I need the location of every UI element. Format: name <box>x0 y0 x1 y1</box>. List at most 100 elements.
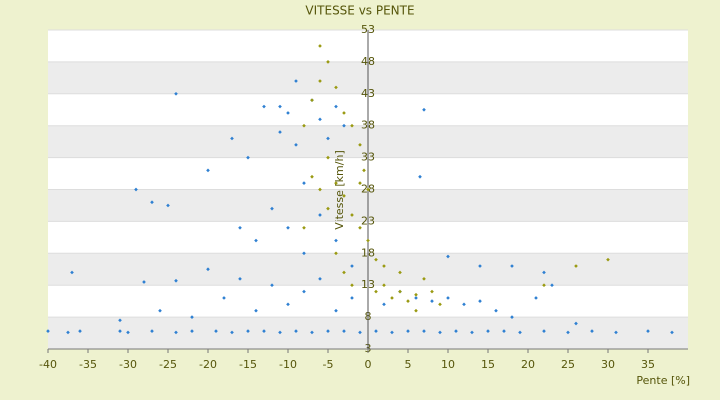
point <box>390 296 394 300</box>
point <box>382 283 386 288</box>
x-tick-label: 15 <box>481 358 495 371</box>
point <box>302 225 306 230</box>
x-tick-label: -25 <box>159 358 177 371</box>
point <box>310 330 314 335</box>
point <box>486 329 490 333</box>
x-tick-label: -15 <box>239 358 257 371</box>
point <box>254 238 258 243</box>
point <box>350 264 354 268</box>
x-tick-label: -10 <box>279 358 297 371</box>
point <box>334 238 338 243</box>
point <box>534 296 538 300</box>
point <box>542 329 546 333</box>
point <box>478 299 482 303</box>
point <box>342 111 346 115</box>
y-tick-label: 53 <box>361 23 375 36</box>
point <box>278 130 282 134</box>
point <box>246 155 250 160</box>
point <box>230 330 234 335</box>
point <box>270 283 274 288</box>
point <box>142 280 146 284</box>
point <box>358 181 362 185</box>
point <box>174 278 178 283</box>
point <box>510 315 514 319</box>
point <box>374 329 378 333</box>
point <box>334 251 338 256</box>
x-axis-label: Pente [%] <box>636 374 690 387</box>
point <box>374 289 378 294</box>
point <box>398 270 402 275</box>
point <box>350 296 354 300</box>
point <box>310 98 314 103</box>
point <box>542 283 546 288</box>
point <box>438 302 442 307</box>
point <box>150 329 154 333</box>
point <box>670 330 674 335</box>
point <box>518 330 522 335</box>
x-tick-label: 30 <box>601 358 615 371</box>
point <box>430 299 434 303</box>
point <box>318 187 322 192</box>
point <box>326 155 330 160</box>
point <box>246 329 250 333</box>
point <box>406 329 410 333</box>
point <box>294 79 298 83</box>
point <box>158 308 162 313</box>
point <box>590 329 594 333</box>
point <box>574 321 578 326</box>
point <box>286 111 290 115</box>
point <box>454 329 458 333</box>
point <box>382 264 386 268</box>
point <box>414 292 418 297</box>
point <box>134 187 138 192</box>
point <box>414 308 418 313</box>
point <box>318 79 322 83</box>
point <box>398 289 402 294</box>
point <box>418 174 422 179</box>
x-tick-label: -5 <box>323 358 334 371</box>
point <box>446 296 450 300</box>
point <box>478 264 482 268</box>
point <box>326 329 330 333</box>
point <box>118 318 122 323</box>
point <box>326 206 330 211</box>
point <box>438 330 442 335</box>
point <box>574 264 578 268</box>
chart-title: VITESSE vs PENTE <box>305 4 414 18</box>
point <box>294 329 298 333</box>
x-tick-label: 0 <box>365 358 372 371</box>
point <box>150 200 154 205</box>
point <box>566 330 570 335</box>
point <box>614 330 618 335</box>
point <box>446 254 450 259</box>
point <box>238 225 242 230</box>
point <box>470 330 474 335</box>
point <box>190 315 194 319</box>
point <box>126 330 130 335</box>
point <box>318 213 322 217</box>
point <box>358 330 362 335</box>
x-tick-label: -35 <box>79 358 97 371</box>
point <box>342 194 346 198</box>
point <box>430 289 434 294</box>
point <box>318 276 322 281</box>
point <box>286 302 290 307</box>
point <box>510 264 514 268</box>
point <box>206 168 210 173</box>
point <box>542 270 546 275</box>
point <box>326 60 330 64</box>
point <box>238 276 242 281</box>
point <box>422 329 426 333</box>
point <box>350 283 354 288</box>
point <box>362 168 366 173</box>
point <box>422 107 426 112</box>
point <box>550 283 554 288</box>
point <box>206 267 210 272</box>
point <box>374 257 378 262</box>
point <box>414 296 418 300</box>
point <box>342 270 346 275</box>
point <box>222 296 226 300</box>
x-tick-label: -20 <box>199 358 217 371</box>
point <box>406 299 410 303</box>
